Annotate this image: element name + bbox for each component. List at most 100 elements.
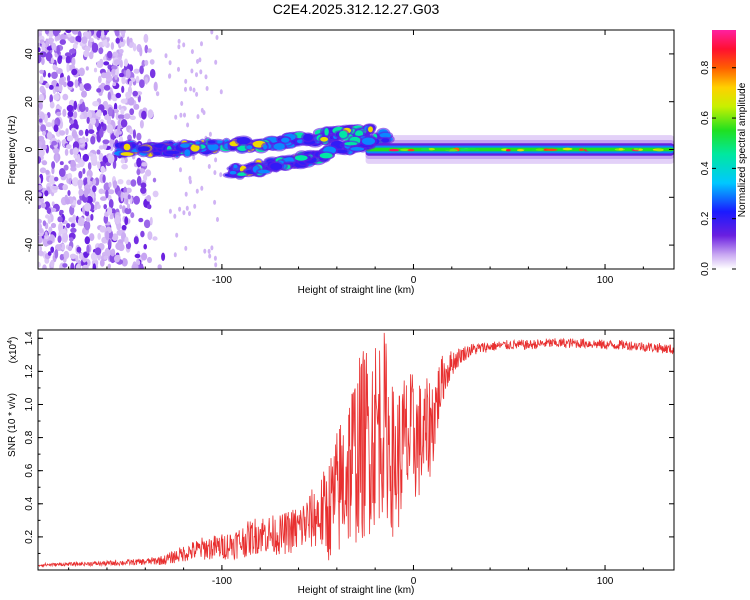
noise-speck [207,248,211,254]
lower-trace-blob [344,142,358,146]
noise-speck [47,251,52,256]
carrier-hotspot [633,148,640,151]
noise-speck [70,166,77,172]
main-trace-blob [165,150,180,155]
noise-speck [71,57,76,67]
noise-speck [49,94,53,104]
noise-speck [121,224,127,231]
noise-speck [69,120,75,124]
colorbar-tick-label: 0.6 [700,111,711,125]
noise-speck [41,160,48,166]
noise-speck [102,174,106,183]
noise-speck [69,253,77,259]
noise-speck [112,68,116,75]
lower-trace-blob [379,132,392,138]
noise-speck [112,82,117,87]
noise-speck [69,48,76,54]
noise-speck [85,137,89,143]
colorbar-ticks: 0.0 0.2 0.4 0.6 0.8 [700,60,736,276]
noise-speck [39,75,44,84]
noise-speck [140,182,147,189]
noise-speck [144,59,149,66]
noise-speck [85,106,89,113]
noise-speck [139,79,145,89]
carrier-hotspot [586,148,591,151]
noise-speck [67,111,74,117]
noise-speck [66,104,74,112]
noise-speck [115,131,120,139]
noise-speck [214,59,218,65]
noise-speck [139,47,143,57]
noise-speck [87,175,91,185]
noise-speck [103,255,109,260]
noise-speck [51,161,56,169]
noise-speck [98,152,104,162]
lower-trace-blob [362,137,375,145]
noise-speck [216,217,219,222]
noise-speck [107,207,113,216]
noise-speck [192,155,196,161]
noise-speck [121,85,125,93]
snr-frame [37,329,675,571]
noise-speck [102,139,110,145]
noise-speck [96,88,102,93]
main-trace-blob [281,137,290,143]
noise-speck [117,179,124,185]
x-tick-label: 0 [411,275,417,286]
noise-speck [72,43,78,50]
noise-speck [219,89,223,95]
noise-speck [62,232,69,243]
y-tick-label: 0.6 [24,463,35,477]
noise-speck [46,207,52,214]
noise-speck [38,218,42,224]
noise-speck [200,107,204,113]
noise-speck [124,216,129,226]
snr-y-label: SNR (10 * v/v) [7,393,18,457]
noise-speck [54,249,59,259]
noise-speck [38,235,43,244]
main-trace-blob [324,128,329,136]
snr-series-line [38,332,674,568]
noise-speck [58,168,66,177]
noise-speck [73,100,78,111]
noise-speck [139,119,144,129]
noise-speck [58,55,63,61]
noise-speck [141,110,147,120]
noise-speck [61,139,65,145]
noise-speck [49,101,55,109]
noise-speck [143,33,149,44]
noise-speck [123,58,129,67]
noise-speck [45,52,53,62]
noise-speck [107,107,113,117]
noise-speck [41,144,47,151]
noise-speck [143,219,151,229]
lower-trace-blob [270,162,283,171]
carrier-hotspot [407,148,415,152]
noise-speck [82,228,87,234]
colorbar-tick-label: 0.8 [700,60,711,74]
noise-speck [97,161,101,170]
noise-speck [86,244,90,254]
noise-speck [133,236,139,245]
carrier-hotspot [535,148,544,151]
noise-speck [135,75,140,84]
noise-speck [106,124,114,134]
noise-speck [120,98,128,104]
noise-speck [38,223,42,230]
noise-speck [48,175,56,186]
noise-speck [215,35,219,40]
spectrogram-y-label: Frequency (Hz) [7,116,18,185]
main-trace-blob [184,149,191,157]
noise-speck [182,42,186,48]
x-tick-label: 100 [597,275,614,286]
noise-speck [114,30,120,37]
noise-speck [219,172,223,178]
noise-speck [38,107,41,113]
noise-speck [145,169,152,177]
noise-speck [147,48,152,53]
noise-speck [180,101,184,106]
lower-trace-blob [350,147,365,151]
noise-speck [88,152,94,157]
noise-speck [118,243,125,252]
noise-speck [82,153,90,162]
